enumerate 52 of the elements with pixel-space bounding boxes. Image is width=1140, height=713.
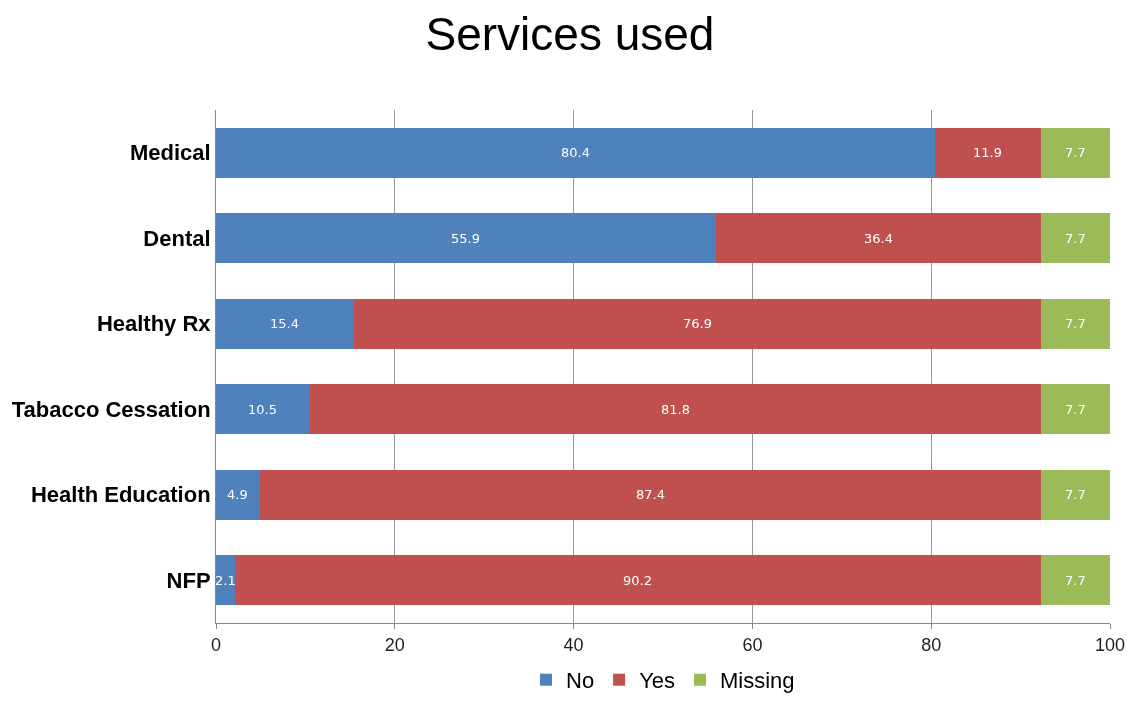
data-label: 36.4 (864, 231, 893, 246)
data-label: 90.2 (623, 573, 652, 588)
y-tick-label: Health Education (30, 482, 211, 508)
legend-label: No (566, 668, 595, 694)
data-label: 11.9 (973, 145, 1002, 160)
bar (1041, 127, 1110, 178)
data-label: 76.9 (683, 316, 712, 331)
bar (216, 555, 235, 606)
bar (1041, 298, 1110, 349)
legend-label: Missing (720, 668, 795, 694)
y-tick-label: Dental (143, 225, 211, 251)
data-label: 2.1 (215, 573, 236, 588)
y-tick-label: Healthy Rx (96, 311, 212, 337)
bar (216, 469, 260, 520)
data-label: 7.7 (1065, 316, 1086, 331)
bar (216, 384, 310, 435)
bar (1041, 555, 1110, 606)
y-tick-label: NFP (166, 567, 211, 593)
data-label: 55.9 (451, 231, 480, 246)
x-tick-label: 40 (563, 634, 584, 655)
data-label: 10.5 (248, 402, 277, 417)
data-label: 80.4 (561, 145, 590, 160)
legend-label: Yes (639, 668, 676, 694)
data-label: 81.8 (661, 402, 690, 417)
bar (353, 298, 1042, 349)
data-label: 7.7 (1065, 145, 1086, 160)
x-tick-label: 0 (210, 634, 222, 655)
data-label: 4.9 (227, 487, 248, 502)
data-label: 7.7 (1065, 573, 1086, 588)
data-label: 7.7 (1065, 402, 1086, 417)
x-tick-label: 20 (384, 634, 405, 655)
x-tick-label: 80 (921, 634, 942, 655)
bar (1041, 213, 1110, 264)
bar (216, 213, 716, 264)
data-label: 7.7 (1065, 487, 1086, 502)
bar (1041, 469, 1110, 520)
bar (309, 384, 1042, 435)
bar (715, 213, 1042, 264)
bar (216, 127, 935, 178)
bar (216, 298, 354, 349)
x-tick-label: 100 (1094, 634, 1126, 655)
data-label: 15.4 (270, 316, 299, 331)
chart-title: Services used (425, 8, 715, 61)
bar (234, 555, 1042, 606)
data-label: 87.4 (636, 487, 665, 502)
bar (934, 127, 1042, 178)
y-tick-label: Medical (129, 140, 211, 166)
y-tick-label: Tabacco Cessation (11, 396, 211, 422)
bar (1041, 384, 1110, 435)
data-label: 7.7 (1065, 231, 1086, 246)
bar (259, 469, 1042, 520)
x-tick-label: 60 (742, 634, 763, 655)
